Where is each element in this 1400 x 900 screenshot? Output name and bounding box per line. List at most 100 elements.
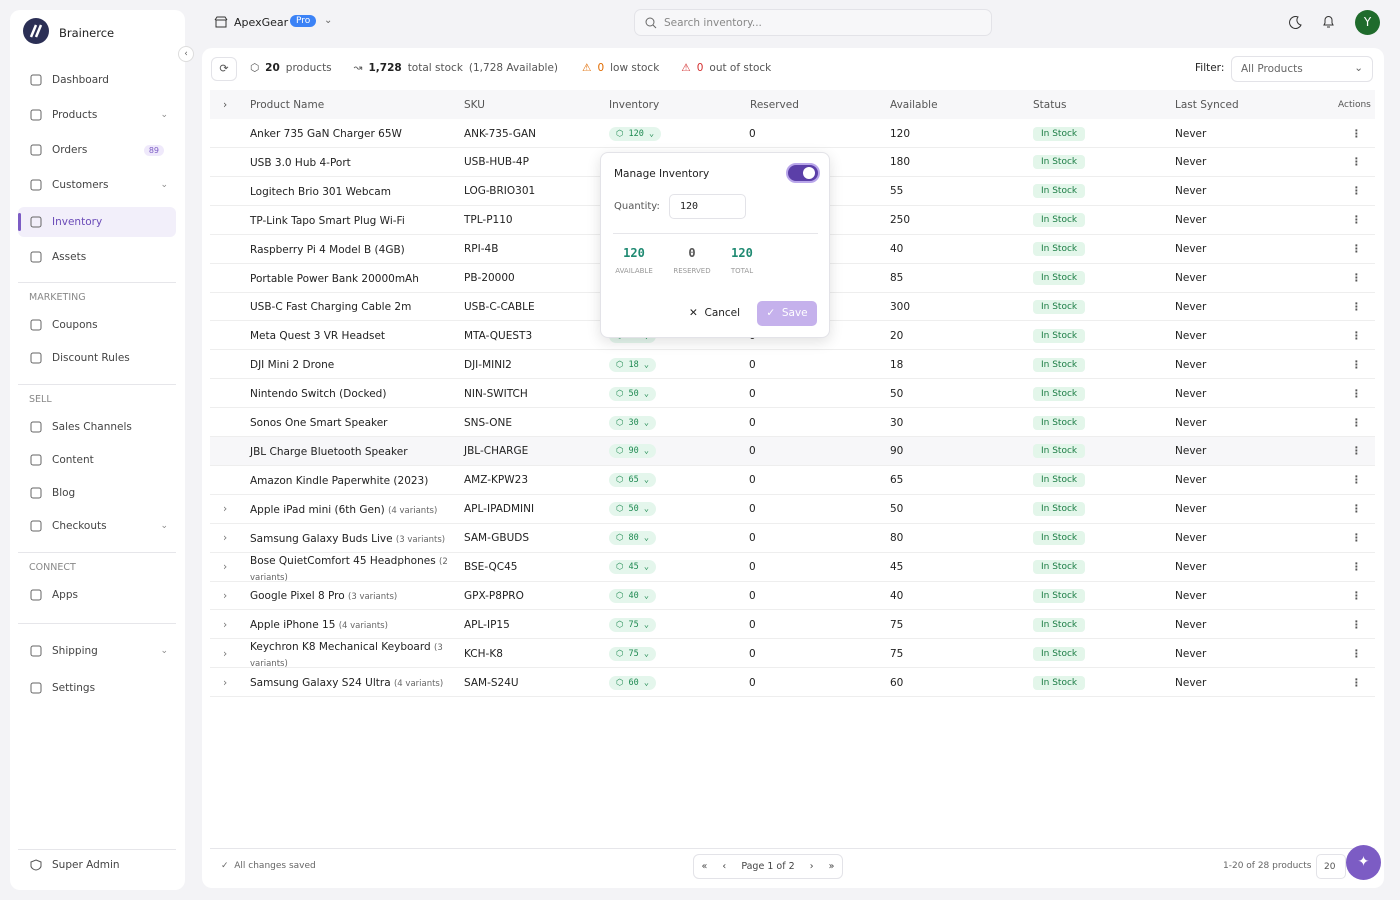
expand-all[interactable]: › xyxy=(223,98,228,111)
table-row[interactable]: › Google Pixel 8 Pro (3 variants) GPX-P8PR… xyxy=(210,581,1375,611)
status-badge: In Stock xyxy=(1033,328,1086,343)
row-actions[interactable]: ⋮ xyxy=(1351,503,1362,516)
row-actions[interactable]: ⋮ xyxy=(1351,474,1362,487)
row-actions[interactable]: ⋮ xyxy=(1351,156,1362,169)
row-actions[interactable]: ⋮ xyxy=(1351,532,1362,545)
theme-toggle[interactable] xyxy=(1289,16,1302,29)
nav-item[interactable]: Coupons xyxy=(18,310,176,340)
table-row[interactable]: › Apple iPhone 15 (4 variants) APL-IP15 ⬡ 7… xyxy=(210,610,1375,640)
row-actions[interactable]: ⋮ xyxy=(1351,300,1362,313)
section-heading: MARKETING xyxy=(29,292,86,303)
row-actions[interactable]: ⋮ xyxy=(1351,676,1362,689)
last-page[interactable]: » xyxy=(828,861,835,872)
table-row[interactable]: › Apple iPad mini (6th Gen) (4 variants) A… xyxy=(210,495,1375,524)
nav-item[interactable]: Blog xyxy=(18,478,176,508)
inventory-chip[interactable]: ⬡ 45 ⌄ xyxy=(609,560,657,574)
next-page[interactable]: › xyxy=(809,861,814,872)
row-actions[interactable]: ⋮ xyxy=(1351,272,1362,284)
row-actions[interactable]: ⋮ xyxy=(1351,387,1362,400)
inventory-chip[interactable]: ⬡ 30 ⌄ xyxy=(609,415,657,430)
nav-item[interactable]: Dashboard xyxy=(18,65,176,95)
nav-item[interactable]: Shipping ⌄ xyxy=(18,636,176,666)
user-menu[interactable]: Super Admin xyxy=(18,850,176,880)
row-actions[interactable]: ⋮ xyxy=(1351,214,1362,227)
inventory-chip[interactable]: ⬡ 90 ⌄ xyxy=(609,444,657,459)
save-button[interactable]: ✓ Save xyxy=(757,301,817,326)
notifications[interactable] xyxy=(1322,15,1335,29)
search-input[interactable]: Search inventory... xyxy=(634,9,992,36)
table-row[interactable]: › Keychron K8 Mechanical Keyboard (3 vari… xyxy=(210,639,1375,669)
last-synced: Never xyxy=(1175,243,1207,256)
available: 75 xyxy=(890,647,904,660)
nav-item[interactable]: Inventory xyxy=(18,207,176,237)
table-row[interactable]: › Samsung Galaxy S24 Ultra (4 variants) SA… xyxy=(210,668,1375,698)
row-actions[interactable]: ⋮ xyxy=(1351,589,1362,602)
avatar[interactable]: Y xyxy=(1355,10,1380,35)
cancel-button[interactable]: ✕ Cancel xyxy=(689,307,741,319)
expand-row[interactable]: › xyxy=(223,532,228,545)
nav-item[interactable]: Products ⌄ xyxy=(18,100,176,130)
expand-row[interactable]: › xyxy=(223,647,228,660)
table-row[interactable]: JBL Charge Bluetooth Speaker JBL-CHARGE ⬡ … xyxy=(210,436,1375,466)
nav-label: Checkouts xyxy=(52,520,107,532)
nav-item[interactable]: Settings xyxy=(18,673,176,703)
quantity-input[interactable]: 120 xyxy=(669,194,746,219)
nav-icon xyxy=(30,645,42,657)
assistant-button[interactable]: ✦ xyxy=(1346,845,1381,880)
filter-select[interactable]: All Products ⌄ xyxy=(1231,56,1373,82)
row-actions[interactable]: ⋮ xyxy=(1351,561,1362,573)
table-row[interactable]: DJI Mini 2 Drone DJI-MINI2 ⬡ 18 ⌄ 0 18 In Sto… xyxy=(210,350,1375,380)
inventory-chip[interactable]: ⬡ 60 ⌄ xyxy=(609,675,657,690)
inventory-value: 45 xyxy=(628,562,639,572)
prev-page[interactable]: ‹ xyxy=(722,861,727,872)
inventory-chip[interactable]: ⬡ 80 ⌄ xyxy=(609,531,657,546)
expand-row[interactable]: › xyxy=(223,561,228,573)
product-title: Sonos One Smart Speaker xyxy=(250,417,388,429)
table-row[interactable]: › Samsung Galaxy Buds Live (3 variants) SA… xyxy=(210,524,1375,553)
refresh-button[interactable]: ⟳ xyxy=(211,57,237,81)
inventory-chip[interactable]: ⬡ 50 ⌄ xyxy=(609,386,657,401)
table-row[interactable]: › Bose QuietComfort 45 Headphones (2 vari… xyxy=(210,553,1375,583)
inventory-chip[interactable]: ⬡ 75 ⌄ xyxy=(609,646,657,661)
inventory-chip[interactable]: ⬡ 18 ⌄ xyxy=(609,357,657,372)
available: 75 xyxy=(890,618,904,631)
row-actions[interactable]: ⋮ xyxy=(1351,445,1362,458)
expand-row[interactable]: › xyxy=(223,589,228,602)
expand-row[interactable]: › xyxy=(223,676,228,689)
nav-item[interactable]: Sales Channels xyxy=(18,412,176,442)
inventory-chip[interactable]: ⬡ 75 ⌄ xyxy=(609,617,657,632)
table-row[interactable]: Sonos One Smart Speaker SNS-ONE ⬡ 30 ⌄ 0 30 I… xyxy=(210,408,1375,437)
table-row[interactable]: Amazon Kindle Paperwhite (2023) AMZ-KPW23… xyxy=(210,466,1375,495)
first-page[interactable]: « xyxy=(701,861,708,872)
store-dropdown[interactable]: ⌄ xyxy=(324,15,333,26)
row-actions[interactable]: ⋮ xyxy=(1351,243,1362,256)
inventory-chip[interactable]: ⬡ 40 ⌄ xyxy=(609,588,657,603)
expand-row[interactable]: › xyxy=(223,618,228,631)
row-actions[interactable]: ⋮ xyxy=(1351,358,1362,371)
nav-item[interactable]: Discount Rules xyxy=(18,343,176,373)
per-page-select[interactable]: 20 xyxy=(1316,854,1346,879)
table-row[interactable]: Nintendo Switch (Docked) NIN-SWITCH ⬡ 50 ⌄… xyxy=(210,379,1375,409)
expand-row[interactable]: › xyxy=(223,503,228,516)
nav-item[interactable]: Assets xyxy=(18,242,176,272)
nav-item[interactable]: Content xyxy=(18,445,176,475)
inventory-chip[interactable]: ⬡ 65 ⌄ xyxy=(609,473,657,488)
store-name[interactable]: ApexGear xyxy=(234,16,289,29)
row-actions[interactable]: ⋮ xyxy=(1351,416,1362,429)
sku: SAM-S24U xyxy=(464,676,519,689)
sku: GPX-P8PRO xyxy=(464,589,524,602)
inventory-chip[interactable]: ⬡ 50 ⌄ xyxy=(609,502,657,517)
row-actions[interactable]: ⋮ xyxy=(1351,618,1362,631)
nav-item[interactable]: Checkouts ⌄ xyxy=(18,511,176,541)
inventory-chip[interactable]: ⬡ 120 ⌄ xyxy=(609,126,662,141)
row-actions[interactable]: ⋮ xyxy=(1351,185,1362,198)
row-actions[interactable]: ⋮ xyxy=(1351,647,1362,660)
manage-toggle[interactable] xyxy=(786,163,820,183)
nav-item[interactable]: Apps xyxy=(18,580,176,610)
row-actions[interactable]: ⋮ xyxy=(1351,329,1362,342)
row-actions[interactable]: ⋮ xyxy=(1351,127,1362,140)
collapse-button[interactable]: ‹ xyxy=(178,46,194,62)
nav-item[interactable]: Customers ⌄ xyxy=(18,170,176,200)
table-row[interactable]: Anker 735 GaN Charger 65W ANK-735-GAN ⬡ 12… xyxy=(210,119,1375,148)
nav-item[interactable]: Orders 89 xyxy=(18,135,176,165)
